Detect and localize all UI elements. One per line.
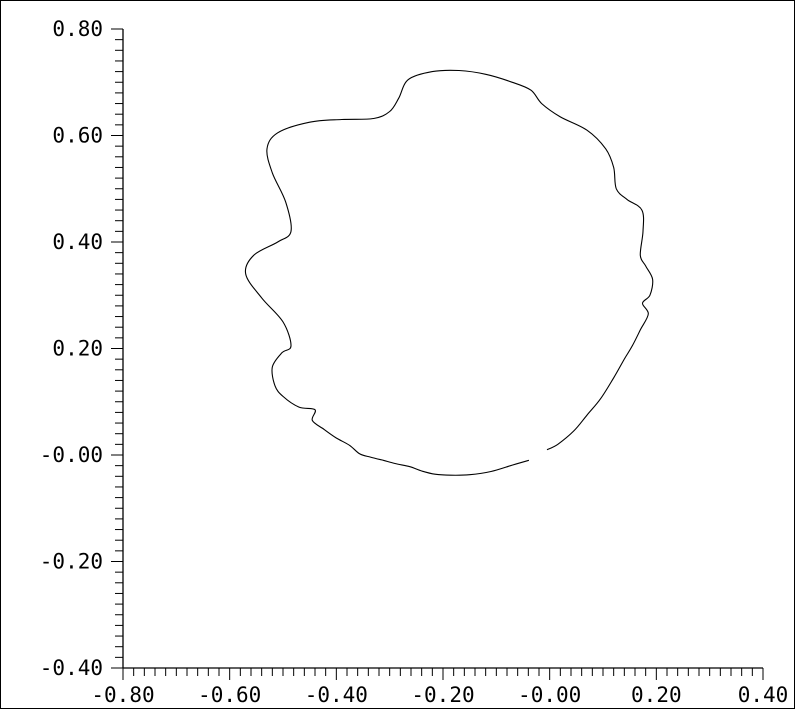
y-tick-label: 0.20 <box>52 337 103 361</box>
y-tick-label: 0.60 <box>52 124 103 148</box>
series-layer <box>244 69 654 476</box>
y-tick-label: 0.40 <box>52 230 103 254</box>
axes <box>111 28 764 680</box>
x-tick-label: -0.80 <box>91 683 154 707</box>
x-tick-label: -0.60 <box>198 683 261 707</box>
x-tick-label: -0.40 <box>305 683 368 707</box>
y-tick-label: 0.80 <box>52 17 103 41</box>
y-tick-label: -0.00 <box>40 443 103 467</box>
x-tick-label: 0.20 <box>631 683 682 707</box>
x-tick-label: -0.00 <box>518 683 581 707</box>
y-tick-label: -0.20 <box>40 550 103 574</box>
series-line <box>244 69 654 476</box>
x-tick-label: -0.20 <box>411 683 474 707</box>
y-tick-label: -0.40 <box>40 656 103 680</box>
tick-labels: -0.80 -0.60 -0.40 -0.20 -0.00 0.20 0.40 0.80 0.6… <box>40 17 789 707</box>
x-tick-label: 0.40 <box>738 683 789 707</box>
